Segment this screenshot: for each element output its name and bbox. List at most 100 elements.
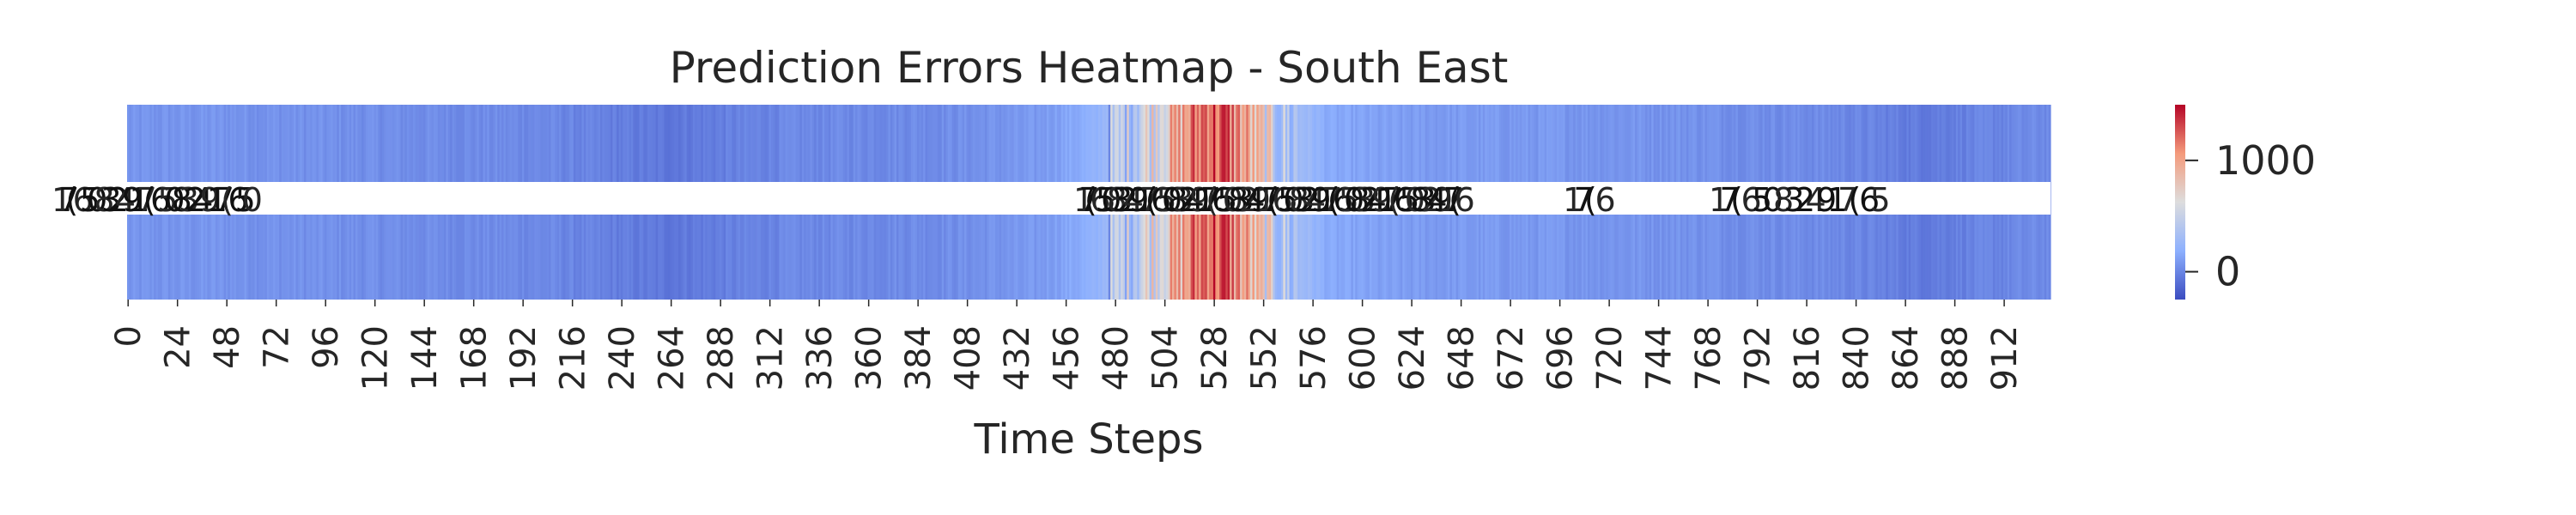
cell-annotation: ( bbox=[1584, 181, 1597, 219]
x-tick-label: 888 bbox=[1936, 325, 1976, 391]
cell-annotation: 1 bbox=[129, 181, 149, 219]
cell-annotation: 2 bbox=[1239, 181, 1260, 219]
cell-annotation: 9 bbox=[1371, 181, 1392, 219]
cell-annotation: 1 bbox=[1709, 181, 1729, 219]
cell-annotation: 4 bbox=[1366, 181, 1387, 219]
cell-annotation: 7 bbox=[1078, 181, 1099, 219]
cell-annotation: 0 bbox=[1763, 181, 1783, 219]
cell-annotation: 2 bbox=[108, 181, 129, 219]
x-tick-label: 504 bbox=[1146, 325, 1186, 391]
cell-annotation: 6 bbox=[1272, 181, 1292, 219]
cell-annotation: 6 bbox=[1333, 181, 1353, 219]
cell-annotation: 3 bbox=[1784, 181, 1805, 219]
cell-annotation: 5 bbox=[1752, 181, 1772, 219]
x-tick-label: 120 bbox=[356, 325, 396, 391]
cell-annotation: 0 bbox=[1162, 181, 1182, 219]
cell-annotation: ( bbox=[1267, 181, 1279, 219]
cell-annotation: 3 bbox=[1173, 181, 1194, 219]
cell-annotation: 5 bbox=[1870, 181, 1891, 219]
cell-annotation: 0 bbox=[1101, 181, 1121, 219]
cell-annotation: 6 bbox=[1212, 181, 1232, 219]
cell-annotation: 5 bbox=[1156, 181, 1176, 219]
cell-annotation: 8 bbox=[1410, 181, 1431, 219]
cell-annotation: 9 bbox=[1128, 181, 1149, 219]
cell-annotation: 7 bbox=[1200, 181, 1221, 219]
x-tick-label: 48 bbox=[208, 325, 247, 369]
x-tick-label: 360 bbox=[850, 325, 890, 391]
cell-annotation: 8 bbox=[1289, 181, 1309, 219]
x-axis-label: Time Steps bbox=[973, 415, 1203, 464]
x-tick-label: 912 bbox=[1985, 325, 2025, 391]
x-tick-label: 288 bbox=[702, 325, 741, 391]
cell-annotation: 4 bbox=[115, 181, 136, 219]
cell-annotation: 8 bbox=[172, 181, 192, 219]
cell-annotation: 2 bbox=[1300, 181, 1321, 219]
cell-annotation: 8 bbox=[94, 181, 114, 219]
cell-annotation: 6 bbox=[1859, 181, 1880, 219]
x-tick-label: 768 bbox=[1689, 325, 1728, 391]
cell-annotation: 5 bbox=[1278, 181, 1298, 219]
x-tick-label: 408 bbox=[949, 325, 988, 391]
colorbar-tick-label: 1000 bbox=[2215, 137, 2316, 184]
cell-annotation: ( bbox=[1730, 181, 1743, 219]
cell-annotation: 3 bbox=[1112, 181, 1133, 219]
cell-annotation: 7 bbox=[1321, 181, 1342, 219]
cell-annotation: 1 bbox=[1316, 181, 1337, 219]
x-tick-label: 840 bbox=[1838, 325, 1877, 391]
cell-annotation: 4 bbox=[1184, 181, 1205, 219]
x-axis-ticks: 0 24 48 72 96 120 144 168 192 216 240 264 288 312 336 3… bbox=[109, 300, 2025, 391]
x-tick-label: 264 bbox=[653, 325, 692, 391]
cell-annotation: 7 bbox=[1139, 181, 1160, 219]
x-tick-label: 816 bbox=[1788, 325, 1827, 391]
cell-annotation: 1 bbox=[1194, 181, 1215, 219]
x-tick-label: 24 bbox=[159, 325, 198, 369]
x-tick-label: 192 bbox=[504, 325, 544, 391]
cell-annotation: 1 bbox=[52, 181, 72, 219]
cell-annotation: 2 bbox=[1421, 181, 1442, 219]
cell-annotation: 7 bbox=[137, 181, 157, 219]
cell-annotation: 0 bbox=[1344, 181, 1364, 219]
x-tick-label: 384 bbox=[899, 325, 939, 391]
x-tick-label: 720 bbox=[1590, 325, 1630, 391]
cell-annotation: 1 bbox=[1134, 181, 1155, 219]
cell-annotation: 0 bbox=[1283, 181, 1303, 219]
cell-annotation: 5 bbox=[1096, 181, 1116, 219]
cell-annotation: 0 bbox=[1223, 181, 1243, 219]
x-tick-label: 432 bbox=[998, 325, 1037, 391]
cell-annotation: 8 bbox=[1228, 181, 1249, 219]
x-tick-label: 240 bbox=[603, 325, 642, 391]
cell-annotation: 4 bbox=[1426, 181, 1447, 219]
cell-annotation: 1 bbox=[1563, 181, 1583, 219]
x-tick-label: 864 bbox=[1886, 325, 1926, 391]
colorbar-ticks: 0 1000 bbox=[2185, 137, 2316, 295]
x-tick-label: 96 bbox=[307, 325, 346, 369]
cell-annotation: 9 bbox=[1250, 181, 1271, 219]
cell-annotation: 3 bbox=[101, 181, 122, 219]
cell-annotation: ( bbox=[1327, 181, 1340, 219]
cell-annotation: ( bbox=[1449, 181, 1461, 219]
cell-annotation: 9 bbox=[200, 181, 221, 219]
cell-annotation: 4 bbox=[192, 181, 213, 219]
x-tick-label: 672 bbox=[1492, 325, 1531, 391]
cell-annotation: ( bbox=[143, 181, 156, 219]
cell-annotation: 3 bbox=[179, 181, 199, 219]
cell-annotation: 8 bbox=[1107, 181, 1127, 219]
x-tick-label: 552 bbox=[1245, 325, 1285, 391]
cell-annotation: ( bbox=[1849, 181, 1862, 219]
cell-annotation: ( bbox=[1206, 181, 1218, 219]
x-tick-label: 216 bbox=[554, 325, 593, 391]
cell-annotation: 1 bbox=[1827, 181, 1848, 219]
cell-annotation: ( bbox=[1145, 181, 1158, 219]
cell-annotation: 6 bbox=[150, 181, 171, 219]
cell-annotation: 5 bbox=[235, 181, 256, 219]
cell-annotation: 5 bbox=[80, 181, 100, 219]
cell-annotation: 7 bbox=[58, 181, 79, 219]
cell-annotation: 2 bbox=[1360, 181, 1381, 219]
cell-annotation: 5 bbox=[1399, 181, 1419, 219]
x-tick-label: 576 bbox=[1294, 325, 1334, 391]
x-tick-label: 696 bbox=[1541, 325, 1581, 391]
cell-annotation: 5 bbox=[1339, 181, 1359, 219]
cell-annotation: 1 bbox=[1437, 181, 1458, 219]
cell-annotation: 6 bbox=[1151, 181, 1171, 219]
